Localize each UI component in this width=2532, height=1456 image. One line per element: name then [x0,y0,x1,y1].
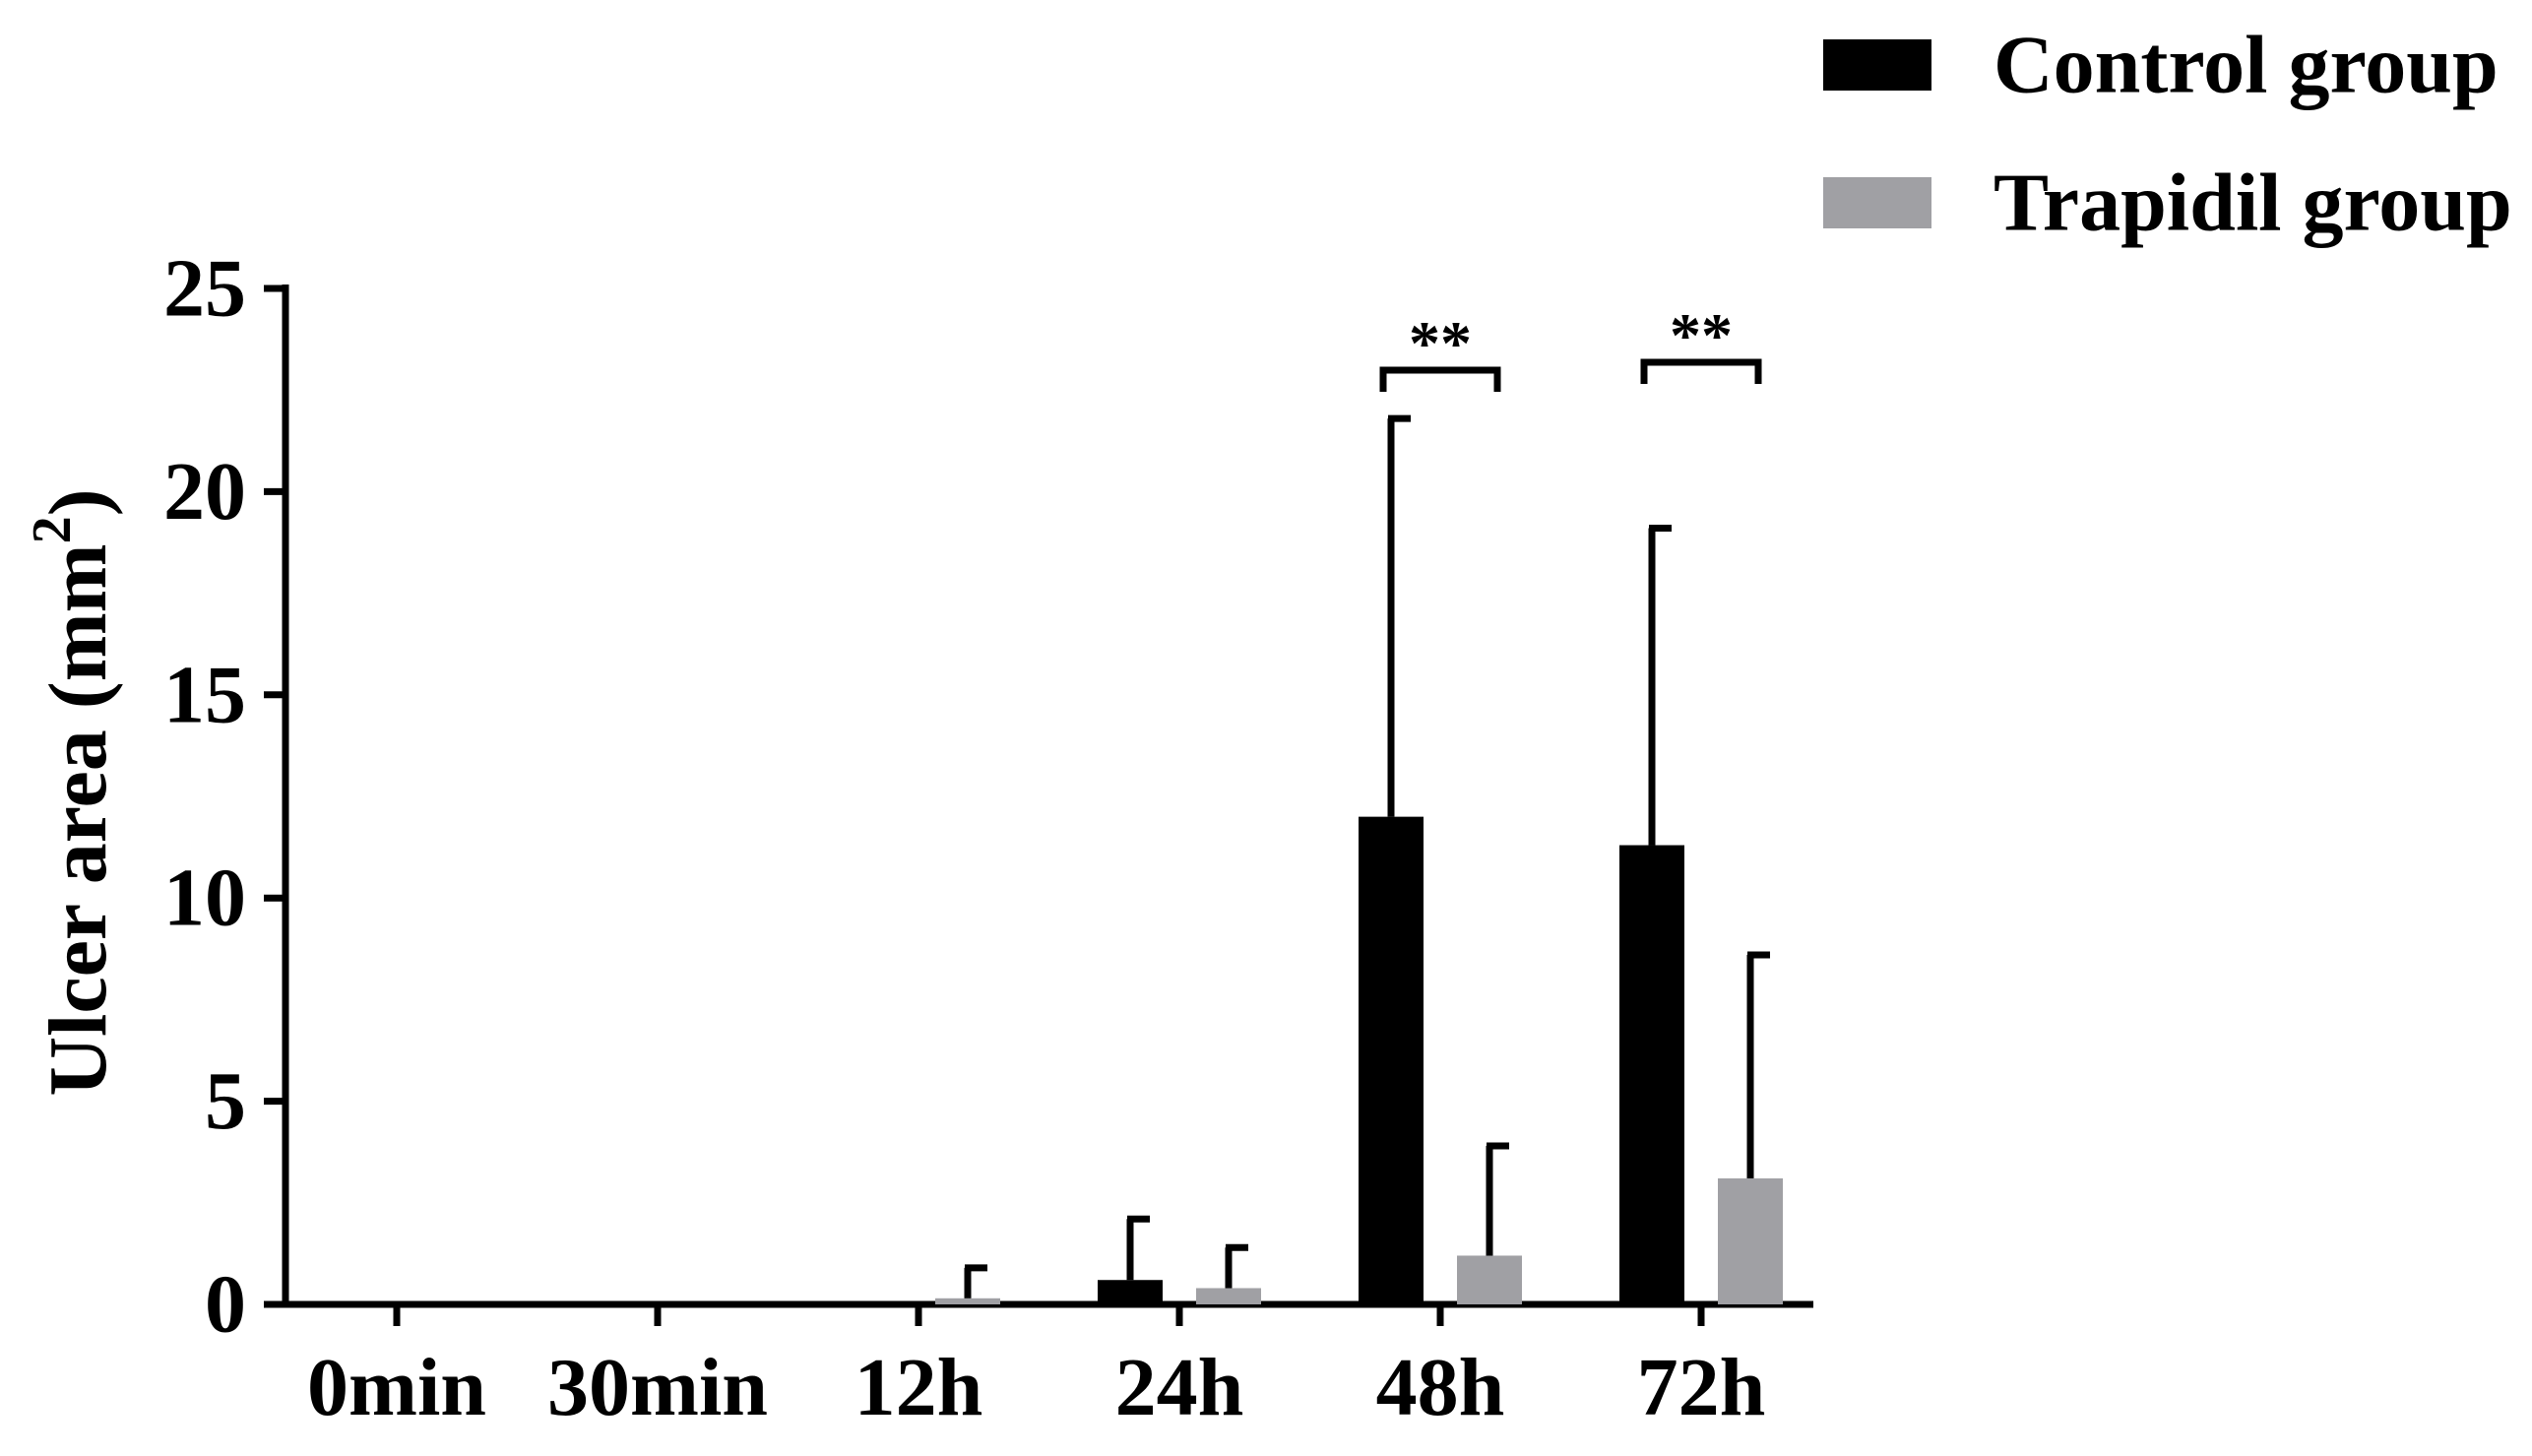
x-tick-label: 30min [547,1342,768,1433]
x-tick-label: 72h [1637,1342,1766,1433]
y-axis-title-main: Ulcer area (mm [32,543,124,1096]
axes: 0 5 10 15 20 25 0min 30min 12h 24h 48h 72h [163,243,1813,1433]
legend: Control group Trapidil group [1823,20,2512,249]
y-axis-title: Ulcer area (mm2) [22,488,124,1096]
x-tick-label: 12h [855,1342,983,1433]
bar-trapidil [1457,1255,1522,1304]
significance-label: ** [1409,308,1472,378]
significance-bracket [1640,358,1762,384]
significance-bracket [1379,366,1501,392]
bar-trapidil [935,1298,1000,1304]
legend-label-trapidil: Trapidil group [1994,158,2512,249]
y-axis-title-close: ) [32,488,124,516]
bars [935,414,1783,1304]
x-tick-label: 48h [1376,1342,1505,1433]
legend-swatch-trapidil [1823,177,1931,228]
y-tick-label: 0 [205,1259,246,1351]
y-tick-label: 25 [163,243,246,335]
bar-control [1619,845,1684,1304]
y-tick-label: 20 [163,446,246,538]
legend-label-control: Control group [1994,20,2499,111]
x-tick-label: 0min [307,1342,486,1433]
y-tick-label: 5 [205,1055,246,1147]
x-tick-label: 24h [1115,1342,1244,1433]
legend-swatch-control [1823,39,1931,91]
bar-control [1098,1280,1163,1304]
bar-trapidil [1196,1288,1261,1304]
y-tick-label: 15 [163,649,246,740]
bar-control [1359,816,1424,1304]
significance-label: ** [1670,300,1733,370]
significance-annotations: ** ** [1379,300,1762,392]
y-axis-title-superscript: 2 [22,516,83,543]
y-tick-label: 10 [163,853,246,944]
bar-trapidil [1718,1178,1783,1304]
